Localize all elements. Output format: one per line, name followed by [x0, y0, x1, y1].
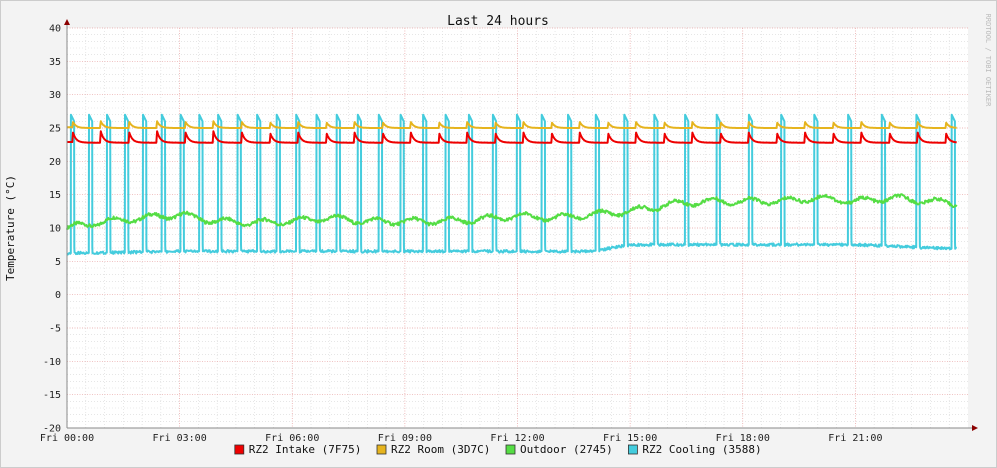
- legend-item-rz2-room-3d7c: RZ2 Room (3D7C): [376, 443, 490, 456]
- series-line-rz2-intake-7f75: [66, 130, 957, 144]
- series-line-outdoor-2745: [66, 193, 958, 230]
- y-tick-label: 25: [49, 124, 61, 135]
- legend-item-outdoor-2745: Outdoor (2745): [505, 443, 613, 456]
- watermark: RRDTOOL / TOBI OETIKER: [984, 14, 992, 108]
- legend-swatch: [376, 444, 387, 455]
- x-tick-label: Fri 09:00: [378, 433, 432, 444]
- legend-label: Outdoor (2745): [520, 443, 613, 456]
- y-tick-label: 30: [49, 90, 61, 101]
- y-tick-label: -20: [43, 424, 61, 435]
- y-tick-label: -10: [43, 357, 61, 368]
- legend-swatch: [505, 444, 516, 455]
- legend: RZ2 Intake (7F75) RZ2 Room (3D7C) Outdoor …: [234, 443, 762, 456]
- legend-label: RZ2 Intake (7F75): [249, 443, 362, 456]
- x-tick-label: Fri 00:00: [40, 433, 94, 444]
- y-tick-label: -15: [43, 390, 61, 401]
- x-tick-label: Fri 18:00: [716, 433, 770, 444]
- series-line-rz2-cooling-3588: [66, 113, 957, 256]
- x-tick-label: Fri 06:00: [265, 433, 319, 444]
- legend-label: RZ2 Cooling (3588): [642, 443, 761, 456]
- legend-swatch: [234, 444, 245, 455]
- legend-item-rz2-intake-7f75: RZ2 Intake (7F75): [234, 443, 362, 456]
- y-tick-label: -5: [49, 324, 61, 335]
- series-line-rz2-room-3d7c: [66, 120, 957, 129]
- y-tick-label: 35: [49, 57, 61, 68]
- y-tick-label: 10: [49, 224, 61, 235]
- y-tick-label: 40: [49, 24, 61, 35]
- legend-item-rz2-cooling-3588: RZ2 Cooling (3588): [628, 443, 762, 456]
- x-tick-label: Fri 03:00: [153, 433, 207, 444]
- y-tick-label: 0: [55, 290, 61, 301]
- y-tick-label: 5: [55, 257, 61, 268]
- x-tick-label: Fri 21:00: [828, 433, 882, 444]
- x-axis-arrow: [972, 425, 978, 431]
- y-tick-label: 20: [49, 157, 61, 168]
- legend-label: RZ2 Room (3D7C): [391, 443, 490, 456]
- y-axis-arrow: [64, 19, 70, 25]
- y-axis-label: Temperature (°C): [4, 175, 17, 281]
- x-tick-label: Fri 15:00: [603, 433, 657, 444]
- legend-swatch: [628, 444, 638, 455]
- chart-title: Last 24 hours: [447, 14, 549, 29]
- y-tick-label: 15: [49, 190, 61, 201]
- x-tick-label: Fri 12:00: [490, 433, 544, 444]
